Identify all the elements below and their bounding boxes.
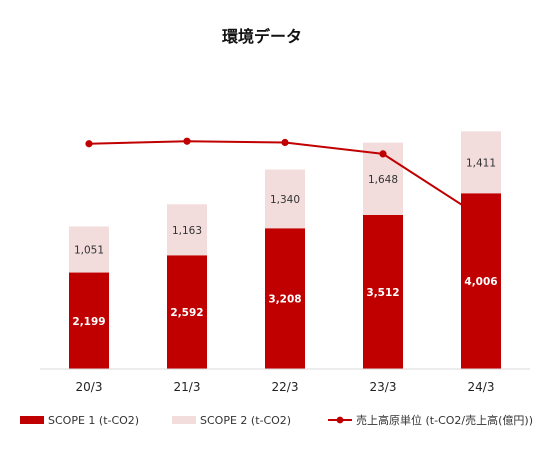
legend-swatch-scope1 — [20, 416, 44, 424]
line-point-21/3 — [183, 137, 191, 145]
bar-scope1-21/3 — [167, 255, 207, 369]
data-label-scope2: 1,051 — [74, 244, 104, 256]
legend-label-scope1: SCOPE 1 (t-CO2) — [48, 414, 139, 427]
bar-scope2-21/3 — [167, 204, 207, 256]
x-tick-label: 21/3 — [174, 380, 201, 394]
bar-scope1-22/3 — [265, 228, 305, 369]
line-series-layer — [85, 137, 485, 221]
bar-scope2-22/3 — [265, 169, 305, 229]
bar-scope1-20/3 — [69, 272, 109, 369]
data-label-scope1: 3,512 — [366, 287, 399, 299]
legend: SCOPE 1 (t-CO2) SCOPE 2 (t-CO2) 売上高原単位 (t-… — [20, 413, 533, 427]
bar-scope1-24/3 — [461, 193, 501, 369]
legend-swatch-scope2 — [172, 416, 196, 424]
data-label-scope2: 1,340 — [270, 194, 300, 206]
x-ticks-layer: 20/3 21/3 22/3 23/3 24/3 — [76, 380, 495, 394]
data-label-scope2: 1,648 — [368, 174, 398, 186]
data-label-scope1: 4,006 — [464, 276, 497, 288]
x-tick-label: 22/3 — [272, 380, 299, 394]
data-label-scope1: 3,208 — [268, 294, 301, 306]
line-point-24/3 — [477, 213, 485, 221]
bar-scope2-20/3 — [69, 226, 109, 273]
legend-label-line: 売上高原単位 (t-CO2/売上高(億円)) — [356, 413, 533, 427]
legend-label-scope2: SCOPE 2 (t-CO2) — [200, 414, 291, 427]
bars-layer: 2,199 1,051 2,592 1,163 3,208 1,340 3,512 1,648… — [69, 131, 501, 369]
x-tick-label: 20/3 — [76, 380, 103, 394]
bar-scope1-23/3 — [363, 214, 403, 369]
line-point-22/3 — [281, 138, 289, 147]
data-label-scope2: 1,411 — [466, 157, 496, 169]
bar-scope2-24/3 — [461, 131, 501, 194]
data-label-scope2: 1,163 — [172, 225, 202, 237]
data-label-scope1: 2,592 — [170, 307, 203, 319]
line-point-23/3 — [379, 150, 387, 158]
x-tick-label: 24/3 — [468, 380, 495, 394]
x-tick-label: 23/3 — [370, 380, 397, 394]
chart-title: 環境データ — [222, 27, 302, 46]
data-label-scope1: 2,199 — [72, 316, 105, 328]
legend-marker-line — [336, 416, 344, 424]
line-point-20/3 — [85, 140, 93, 148]
